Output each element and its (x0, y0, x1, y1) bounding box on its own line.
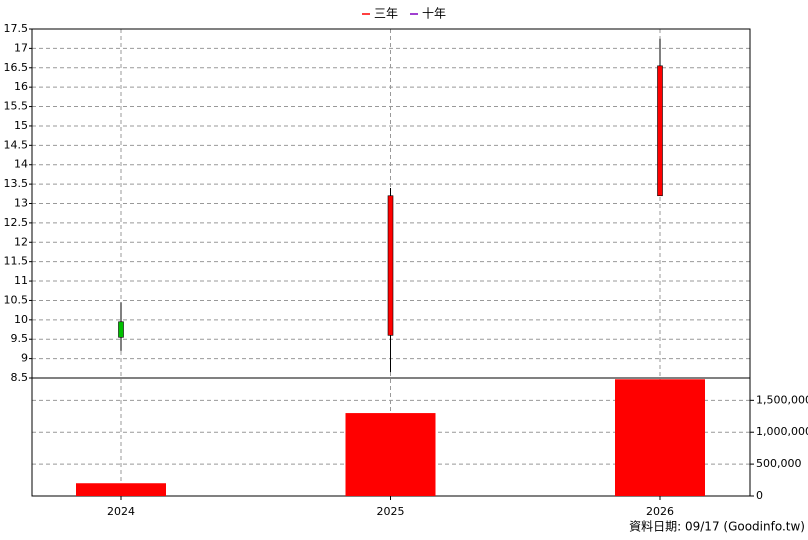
y2-tick-label: 1,500,000 (756, 393, 808, 406)
y-tick-label: 13 (14, 197, 28, 210)
y-tick-label: 9 (21, 352, 28, 365)
y-tick-label: 11 (14, 274, 28, 287)
y2-tick-label: 500,000 (756, 457, 802, 470)
y-tick-label: 17.5 (4, 22, 29, 35)
x-tick-label: 2026 (646, 505, 674, 518)
candle-body (657, 65, 663, 197)
y-tick-label: 15.5 (4, 100, 29, 113)
y-tick-label: 15 (14, 119, 28, 132)
y-tick-label: 11.5 (4, 255, 29, 268)
y-tick-label: 14.5 (4, 138, 29, 151)
y-tick-label: 12 (14, 235, 28, 248)
y-tick-label: 9.5 (11, 332, 29, 345)
y-tick-label: 8.5 (11, 371, 29, 384)
volume-bar (345, 413, 436, 496)
y-tick-label: 13.5 (4, 177, 29, 190)
footer: 資料日期: 09/17 (Goodinfo.tw) (629, 520, 805, 534)
y-tick-label: 16.5 (4, 61, 29, 74)
y-tick-label: 17 (14, 41, 28, 54)
legend-label: 三年 (374, 7, 398, 21)
y-tick-label: 12.5 (4, 216, 29, 229)
y-tick-label: 10.5 (4, 293, 29, 306)
y-tick-label: 16 (14, 80, 28, 93)
legend-label: 十年 (422, 7, 446, 21)
y-tick-label: 14 (14, 158, 28, 171)
x-tick-label: 2024 (107, 505, 135, 518)
candle-body (387, 195, 394, 336)
x-tick-label: 2025 (377, 505, 405, 518)
y2-tick-label: 1,000,000 (756, 425, 808, 438)
volume-bar (76, 483, 166, 496)
y-tick-label: 10 (14, 313, 28, 326)
volume-bar (615, 379, 705, 496)
y2-tick-label: 0 (756, 489, 763, 502)
candle-body (118, 321, 124, 338)
